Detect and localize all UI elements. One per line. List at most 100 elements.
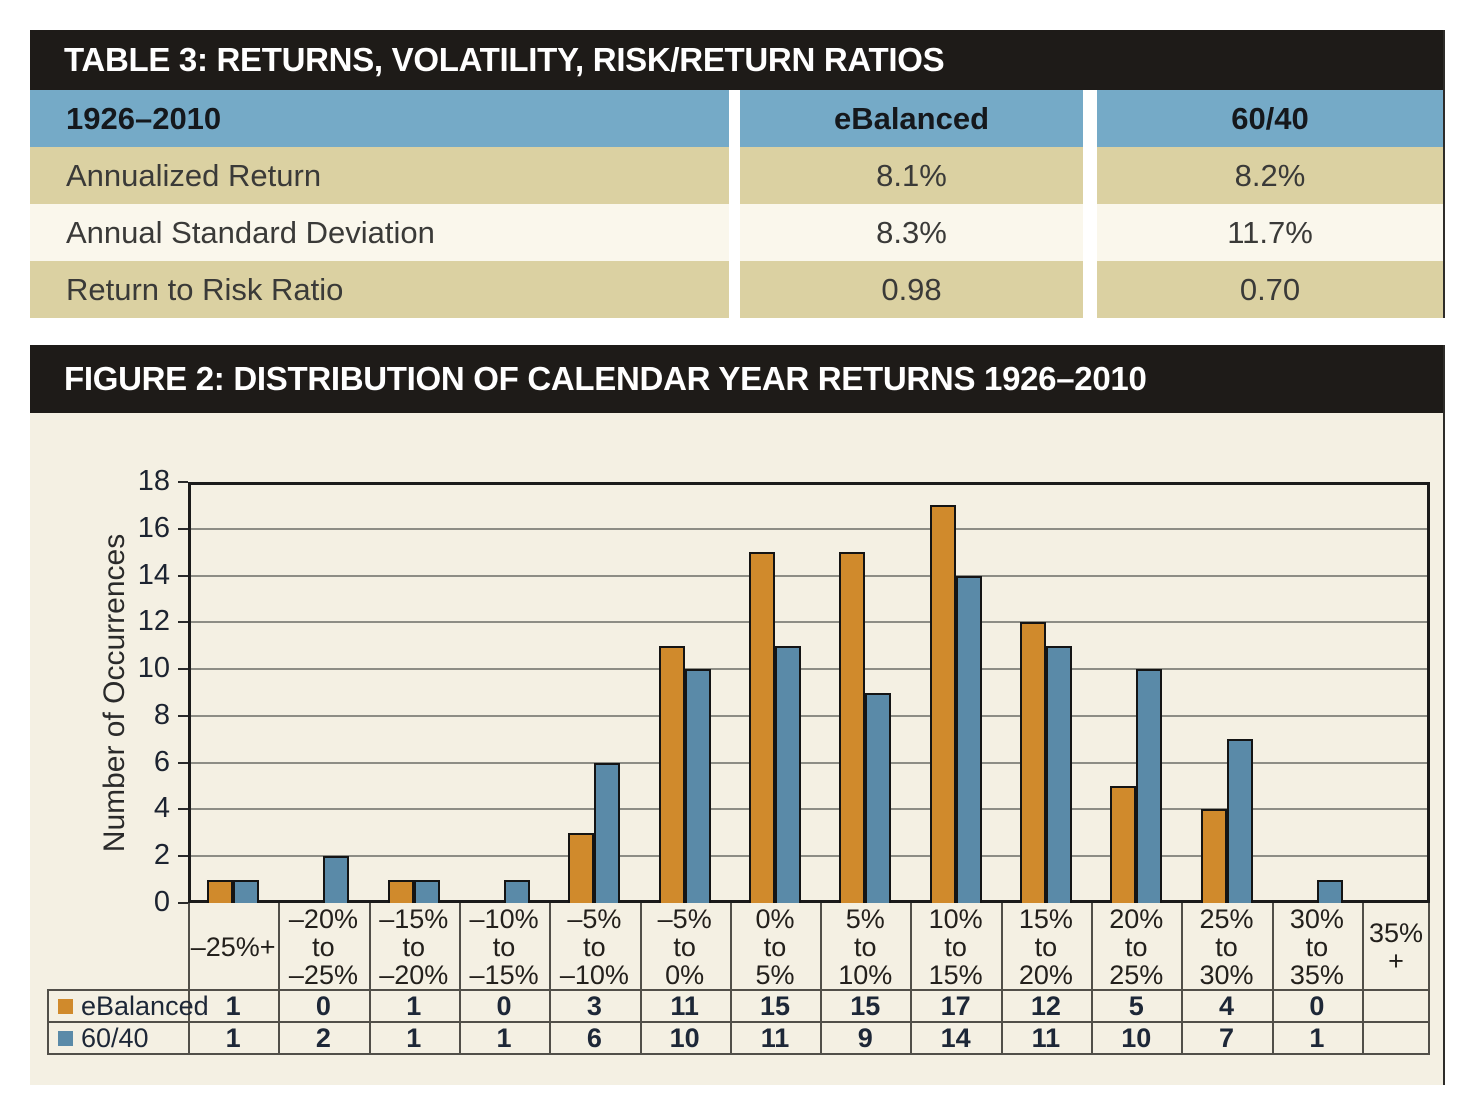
value-cell-60-40: 1	[225, 1022, 241, 1053]
figure2-banner: FIGURE 2: DISTRIBUTION OF CALENDAR YEAR …	[30, 345, 1443, 413]
bar-ebalanced	[1110, 786, 1137, 903]
column-gap	[729, 147, 740, 204]
legend-label: 60/40	[81, 1022, 149, 1053]
column-gap	[1083, 261, 1097, 318]
y-axis-tick	[178, 761, 188, 764]
value-cell-ebalanced: 0	[496, 990, 512, 1021]
value-cell-ebalanced: 3	[586, 990, 602, 1021]
bar-60-40	[1226, 739, 1253, 903]
value-cell-ebalanced: 15	[759, 990, 791, 1021]
column-gap	[729, 90, 740, 147]
table-grid-line	[1091, 903, 1094, 1055]
grid-line	[191, 761, 1427, 764]
table-row: Annual Standard Deviation 8.3% 11.7%	[30, 204, 1443, 261]
sixty40-value: 8.2%	[1097, 147, 1443, 204]
column-gap	[729, 204, 740, 261]
row-label: Annual Standard Deviation	[30, 204, 729, 261]
table-grid-line	[47, 989, 49, 1055]
table3-header-ebalanced: eBalanced	[740, 90, 1083, 147]
ebalanced-value: 8.1%	[740, 147, 1083, 204]
category-label: –5% to 0%	[657, 903, 712, 990]
grid-line	[191, 621, 1427, 624]
value-cell-60-40: 6	[586, 1022, 602, 1053]
bar-ebalanced	[387, 879, 414, 903]
y-tick-label: 16	[137, 511, 170, 544]
grid-line	[191, 855, 1427, 858]
category-label: –20% to –25%	[288, 903, 358, 990]
value-cell-60-40: 1	[496, 1022, 512, 1053]
y-tick-label: 4	[153, 792, 170, 825]
bar-ebalanced	[929, 505, 956, 903]
table3-banner: TABLE 3: RETURNS, VOLATILITY, RISK/RETUR…	[30, 30, 1443, 90]
table-grid-line	[188, 903, 190, 1055]
value-cell-60-40: 1	[1309, 1022, 1325, 1053]
table3-header-row: 1926–2010 eBalanced 60/40	[30, 90, 1443, 147]
ebalanced-value: 8.3%	[740, 204, 1083, 261]
value-cell-60-40: 10	[1121, 1022, 1152, 1053]
table-row: Annualized Return 8.1% 8.2%	[30, 147, 1443, 204]
figure2-chart: 0 2 4 6 8 10 12 14 16 18 Number of Occurrences –25%…	[30, 413, 1443, 1085]
sixty40-value: 11.7%	[1097, 204, 1443, 261]
y-tick-label: 18	[137, 465, 170, 497]
table-grid-line	[278, 903, 281, 1055]
sixty40-value: 0.70	[1097, 261, 1443, 318]
value-cell-60-40: 10	[669, 1022, 700, 1053]
value-cell-ebalanced: 0	[1309, 990, 1325, 1021]
ebalanced-value: 0.98	[740, 261, 1083, 318]
row-label: Return to Risk Ratio	[30, 261, 729, 318]
bar-60-40	[684, 669, 711, 903]
y-tick-label: 10	[137, 652, 170, 685]
legend-label: eBalanced	[81, 990, 209, 1021]
category-label: 15% to 20%	[1018, 903, 1073, 990]
bar-ebalanced	[749, 552, 775, 903]
bar-60-40	[1136, 669, 1163, 903]
legend-item-ebalanced: eBalanced	[50, 991, 209, 1021]
category-label: 30% to 35%	[1289, 903, 1344, 990]
category-label: –5% to –10%	[559, 903, 629, 990]
table-grid-line	[368, 903, 371, 1055]
table-grid-line	[1362, 903, 1364, 1055]
y-axis-tick	[178, 574, 188, 577]
value-cell-60-40	[1362, 1023, 1430, 1053]
table-grid-line	[549, 903, 552, 1055]
bar-60-40	[504, 879, 531, 903]
y-tick-label: 12	[137, 605, 170, 638]
table-grid-line	[1181, 903, 1184, 1055]
bar-ebalanced	[658, 645, 685, 903]
value-cell-ebalanced: 15	[850, 990, 881, 1021]
value-cell-ebalanced: 1	[406, 990, 422, 1021]
legend-swatch	[58, 1030, 73, 1046]
y-tick-label: 6	[153, 745, 170, 778]
value-cell-ebalanced: 17	[940, 990, 971, 1021]
category-label: –15% to –20%	[379, 903, 449, 990]
value-cell-ebalanced: 1	[225, 990, 241, 1021]
bar-60-40	[775, 645, 801, 903]
bar-ebalanced	[207, 879, 234, 903]
y-axis-tick	[178, 481, 188, 483]
table3-block: TABLE 3: RETURNS, VOLATILITY, RISK/RETUR…	[30, 30, 1445, 318]
grid-line	[191, 574, 1427, 577]
table-grid-line	[47, 1021, 1430, 1023]
bar-ebalanced	[839, 552, 866, 903]
table-grid-line	[458, 903, 461, 1055]
table-grid-line	[1428, 903, 1430, 1055]
y-axis-tick	[178, 855, 188, 858]
table3-title: TABLE 3: RETURNS, VOLATILITY, RISK/RETUR…	[64, 41, 945, 78]
grid-line	[191, 714, 1427, 717]
table-grid-line	[47, 1053, 1430, 1055]
table-grid-line	[1271, 903, 1274, 1055]
category-label: 20% to 25%	[1109, 903, 1164, 990]
bar-60-40	[1045, 645, 1072, 903]
y-axis-tick	[178, 621, 188, 624]
value-cell-ebalanced: 5	[1128, 990, 1144, 1021]
value-cell-ebalanced: 0	[315, 990, 331, 1021]
figure2-title: FIGURE 2: DISTRIBUTION OF CALENDAR YEAR …	[64, 360, 1147, 397]
bar-60-40	[1316, 879, 1343, 903]
y-tick-label: 8	[153, 698, 170, 731]
value-cell-60-40: 11	[760, 1022, 790, 1053]
y-axis-tick	[178, 714, 188, 717]
y-axis-tick	[178, 668, 188, 671]
bar-ebalanced	[1019, 622, 1046, 903]
category-label: –25%+	[190, 931, 276, 962]
